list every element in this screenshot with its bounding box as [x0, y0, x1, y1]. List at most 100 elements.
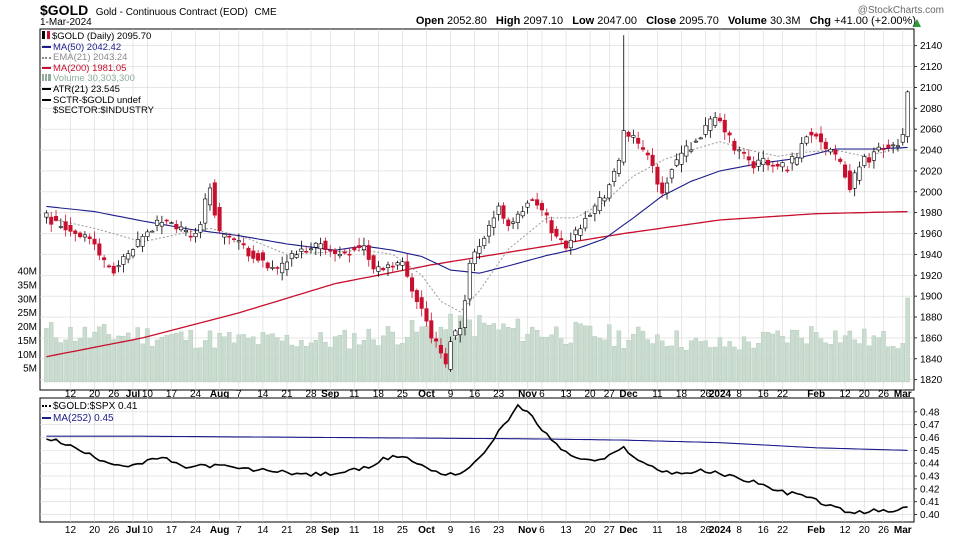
candle — [814, 132, 819, 140]
candle — [97, 238, 102, 261]
volume-bar — [660, 340, 665, 383]
x-tick-label: Jul — [126, 525, 141, 536]
x-tick-label: 12 — [839, 389, 851, 400]
x-tick-label: 9 — [448, 389, 454, 400]
x-tick-label: 14 — [257, 389, 269, 400]
candle — [361, 237, 366, 256]
volume-bar — [698, 341, 703, 383]
volume-bar — [289, 344, 294, 383]
volume-bar — [366, 328, 371, 383]
candle — [410, 272, 415, 298]
volume-bar — [862, 328, 867, 383]
volume-bar — [323, 342, 328, 383]
volume-bar — [49, 322, 54, 383]
volume-bar — [554, 326, 559, 383]
candle — [347, 248, 352, 263]
candle — [852, 169, 857, 197]
candle — [549, 216, 554, 241]
candle — [424, 301, 429, 327]
x-tick-label: 7 — [236, 525, 242, 536]
candle — [544, 208, 549, 224]
candle — [636, 131, 641, 149]
candle — [405, 253, 410, 279]
price-tick-label: 2040 — [920, 146, 943, 157]
candle — [506, 217, 511, 232]
volume-bar — [241, 334, 246, 383]
x-tick-label: 12 — [839, 525, 851, 536]
legend-item-price: $GOLD (Daily) 2095.70 — [42, 31, 154, 43]
volume-bar — [457, 315, 463, 383]
watermark: @StockCharts.com — [857, 5, 944, 16]
x-tick-label: 23 — [493, 525, 505, 536]
candle — [217, 202, 222, 235]
candle — [453, 329, 458, 340]
volume-bar — [87, 338, 92, 383]
volume-bar — [592, 336, 598, 383]
candle — [462, 294, 468, 336]
candle — [106, 264, 111, 269]
volume-bar — [510, 328, 516, 383]
x-tick-label: 18 — [373, 389, 385, 400]
volume-bar — [640, 330, 646, 383]
candle — [838, 157, 843, 165]
volume-bar — [424, 325, 429, 383]
volume-bar — [732, 346, 737, 383]
candle — [193, 227, 198, 243]
candle — [183, 226, 188, 237]
volume-bar — [270, 333, 275, 383]
volume-bar — [881, 331, 886, 383]
candle — [631, 129, 636, 144]
volume-bar — [482, 322, 487, 383]
candle — [92, 231, 97, 250]
volume-bar — [765, 331, 771, 383]
x-tick-label: 14 — [257, 525, 269, 536]
volume-tick-label: 20M — [18, 322, 37, 333]
candle — [597, 191, 602, 215]
volume-bar — [63, 339, 68, 383]
ratio-tick-label: 0.43 — [920, 472, 940, 483]
volume-bar — [246, 338, 251, 383]
candle — [323, 237, 328, 255]
legend-item-ema21: EMA(21) 2043.24 — [42, 52, 154, 64]
ohlc-open-label: Open — [415, 15, 444, 27]
ratio-tick-label: 0.41 — [920, 497, 940, 508]
volume-bar — [284, 335, 290, 383]
x-tick-label: 26 — [878, 525, 890, 536]
candle — [650, 148, 655, 174]
candle — [804, 135, 809, 146]
candle — [390, 261, 395, 272]
volume-bar — [361, 340, 367, 383]
volume-bar — [135, 327, 140, 383]
volume-bar — [626, 340, 631, 383]
x-tick-label: 13 — [560, 389, 572, 400]
candle — [434, 331, 439, 348]
volume-bar — [318, 332, 323, 383]
price-tick-label: 1900 — [920, 292, 943, 303]
candle — [256, 249, 261, 263]
x-tick-label: 9 — [448, 525, 454, 536]
candle — [53, 209, 59, 222]
volume-bar — [722, 346, 727, 383]
volume-bar — [664, 346, 670, 383]
x-tick-label: 23 — [493, 389, 505, 400]
candle — [333, 247, 338, 262]
candle-icon — [42, 31, 50, 39]
candle — [376, 260, 381, 277]
volume-bar — [279, 340, 285, 383]
x-tick-label: 7 — [236, 389, 242, 400]
candle — [352, 245, 357, 252]
candle — [669, 168, 674, 184]
volume-bar — [895, 348, 901, 383]
volume-bar — [97, 326, 102, 383]
ohlc-low-label: Low — [572, 15, 595, 27]
candle — [833, 144, 838, 161]
volume-bar — [332, 336, 338, 383]
volume-bar — [525, 333, 530, 383]
candle — [414, 288, 419, 310]
candle — [174, 220, 179, 234]
candle — [741, 148, 747, 160]
price-tick-label: 1960 — [920, 229, 943, 240]
x-tick-label: 10 — [142, 525, 154, 536]
candle — [212, 179, 217, 219]
volume-tick-label: 35M — [18, 280, 37, 291]
